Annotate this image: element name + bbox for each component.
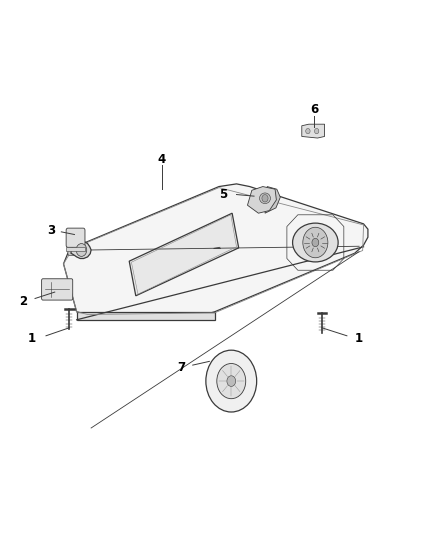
FancyBboxPatch shape bbox=[68, 245, 79, 255]
Polygon shape bbox=[265, 187, 280, 213]
Circle shape bbox=[217, 364, 246, 399]
Circle shape bbox=[306, 128, 310, 134]
Polygon shape bbox=[129, 213, 239, 296]
Text: 3: 3 bbox=[48, 224, 56, 237]
Text: 7: 7 bbox=[178, 361, 186, 374]
Ellipse shape bbox=[259, 193, 271, 204]
Circle shape bbox=[227, 376, 236, 386]
Text: 4: 4 bbox=[158, 154, 166, 166]
Text: 1: 1 bbox=[28, 332, 35, 345]
Ellipse shape bbox=[293, 223, 338, 262]
Circle shape bbox=[206, 350, 257, 412]
Polygon shape bbox=[247, 187, 276, 213]
FancyBboxPatch shape bbox=[42, 279, 73, 300]
Text: 1: 1 bbox=[355, 332, 363, 345]
Polygon shape bbox=[64, 184, 368, 316]
Circle shape bbox=[312, 238, 319, 247]
Polygon shape bbox=[66, 247, 85, 251]
Polygon shape bbox=[302, 124, 325, 138]
Text: 5: 5 bbox=[219, 188, 227, 200]
Text: 2: 2 bbox=[19, 295, 27, 308]
Circle shape bbox=[262, 195, 268, 202]
Circle shape bbox=[303, 227, 328, 258]
Circle shape bbox=[76, 244, 87, 256]
FancyBboxPatch shape bbox=[66, 228, 85, 247]
Circle shape bbox=[314, 128, 319, 134]
Text: 6: 6 bbox=[311, 103, 318, 116]
Polygon shape bbox=[71, 241, 91, 259]
Polygon shape bbox=[77, 312, 215, 320]
